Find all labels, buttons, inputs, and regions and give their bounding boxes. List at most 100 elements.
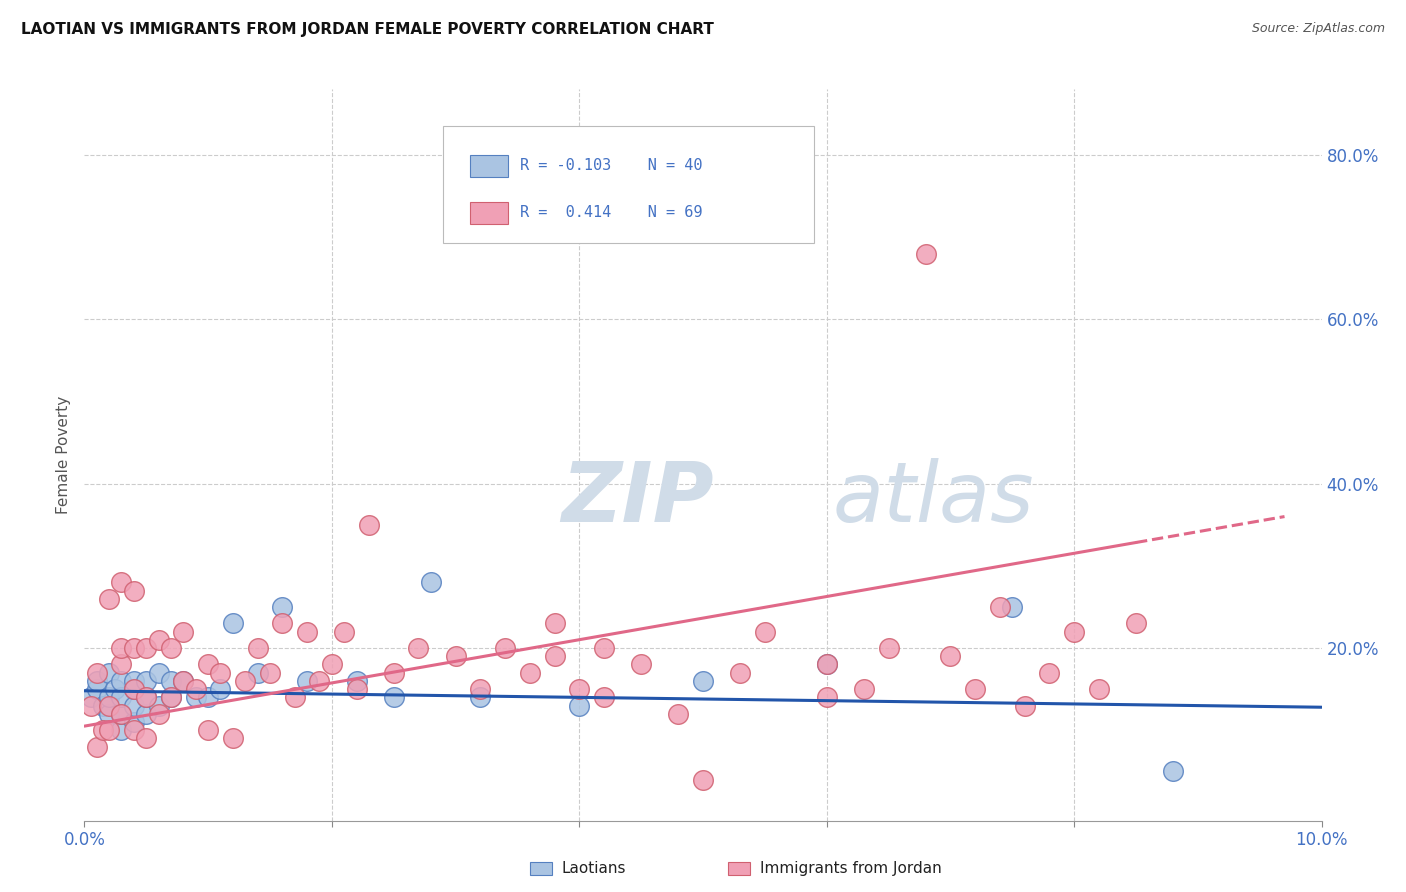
Point <box>568 682 591 697</box>
Bar <box>471 155 508 177</box>
Point <box>593 641 616 656</box>
Point <box>357 517 380 532</box>
Point <box>877 641 900 656</box>
Point <box>914 246 936 260</box>
Point <box>160 690 183 705</box>
Point <box>1063 624 1085 639</box>
Point <box>494 641 516 656</box>
Point <box>815 657 838 672</box>
Point <box>444 649 467 664</box>
Point <box>184 690 207 705</box>
Point <box>271 599 294 614</box>
Point <box>122 682 145 697</box>
Point <box>122 641 145 656</box>
Point <box>209 665 232 680</box>
Point <box>1038 665 1060 680</box>
Bar <box>530 862 553 875</box>
Point <box>666 706 689 721</box>
Point <box>98 690 121 705</box>
Point <box>284 690 307 705</box>
Bar <box>471 202 508 224</box>
Point <box>172 673 194 688</box>
Point <box>408 641 430 656</box>
Point <box>630 657 652 672</box>
Point <box>135 706 157 721</box>
Point <box>122 682 145 697</box>
Point <box>135 690 157 705</box>
Point <box>470 682 492 697</box>
Point <box>110 575 132 590</box>
Point <box>160 673 183 688</box>
Point <box>98 698 121 713</box>
Point <box>382 665 405 680</box>
Text: Immigrants from Jordan: Immigrants from Jordan <box>759 861 942 876</box>
Point <box>1088 682 1111 697</box>
Point <box>321 657 343 672</box>
Text: atlas: atlas <box>832 458 1035 540</box>
Point <box>110 723 132 738</box>
Point <box>346 682 368 697</box>
Point <box>135 731 157 746</box>
Point <box>86 682 108 697</box>
Point <box>568 698 591 713</box>
Point <box>222 616 245 631</box>
Point <box>988 599 1011 614</box>
Point <box>98 723 121 738</box>
Point <box>110 673 132 688</box>
Point <box>222 731 245 746</box>
Point <box>160 641 183 656</box>
Point <box>122 583 145 598</box>
Point <box>135 673 157 688</box>
Point <box>246 641 269 656</box>
Point <box>98 665 121 680</box>
Text: R =  0.414    N = 69: R = 0.414 N = 69 <box>520 205 703 220</box>
Point <box>98 591 121 606</box>
Point <box>135 641 157 656</box>
Point <box>135 690 157 705</box>
Point <box>346 673 368 688</box>
Point <box>965 682 987 697</box>
Point <box>543 649 565 664</box>
Point <box>110 706 132 721</box>
Point <box>197 657 219 672</box>
Point <box>593 690 616 705</box>
Point <box>86 673 108 688</box>
Point <box>104 682 127 697</box>
Point <box>122 714 145 729</box>
Point <box>110 641 132 656</box>
Point <box>233 673 256 688</box>
Point <box>148 706 170 721</box>
Text: ZIP: ZIP <box>561 458 713 540</box>
Y-axis label: Female Poverty: Female Poverty <box>56 396 72 514</box>
Point <box>295 673 318 688</box>
Point <box>852 682 875 697</box>
Point <box>692 673 714 688</box>
Point <box>271 616 294 631</box>
Text: R = -0.103    N = 40: R = -0.103 N = 40 <box>520 159 703 173</box>
Point <box>148 632 170 647</box>
Point <box>295 624 318 639</box>
Text: Source: ZipAtlas.com: Source: ZipAtlas.com <box>1251 22 1385 36</box>
Point <box>122 723 145 738</box>
Point <box>543 616 565 631</box>
Point <box>1014 698 1036 713</box>
Point <box>1125 616 1147 631</box>
Point <box>148 698 170 713</box>
Point <box>209 682 232 697</box>
Point <box>79 690 101 705</box>
Point <box>110 657 132 672</box>
Point <box>91 698 114 713</box>
Point <box>110 706 132 721</box>
Point <box>122 673 145 688</box>
Point <box>184 682 207 697</box>
Point <box>197 723 219 738</box>
Point <box>259 665 281 680</box>
Point <box>160 690 183 705</box>
Point <box>172 673 194 688</box>
FancyBboxPatch shape <box>443 126 814 243</box>
Point <box>470 690 492 705</box>
Text: Laotians: Laotians <box>562 861 627 876</box>
Point <box>122 698 145 713</box>
Point <box>79 698 101 713</box>
Point <box>148 665 170 680</box>
